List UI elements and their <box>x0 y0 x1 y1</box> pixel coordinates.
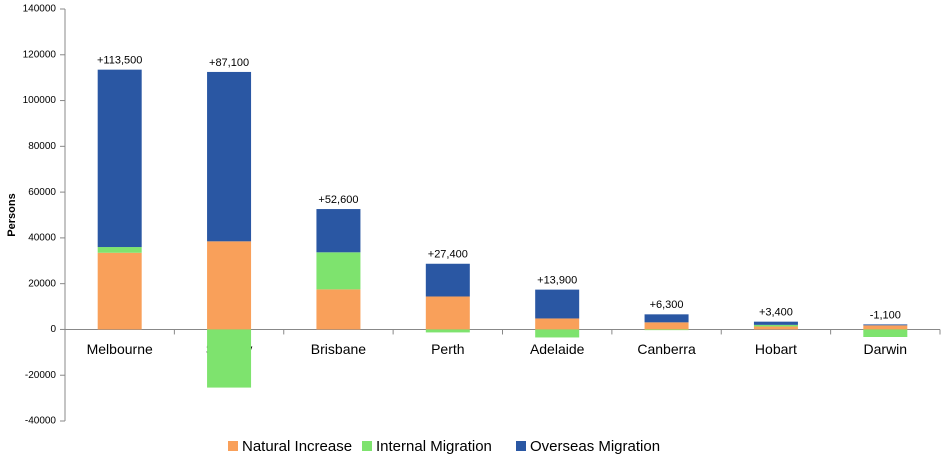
x-tick-label: Melbourne <box>87 341 153 357</box>
x-tick-label: Brisbane <box>311 341 366 357</box>
x-tick-label: Perth <box>431 341 464 357</box>
bar-segment <box>535 318 580 330</box>
legend-label: Overseas Migration <box>530 438 660 455</box>
y-tick-label: 0 <box>50 324 56 335</box>
y-axis-label: Persons <box>6 193 18 236</box>
bar-segment <box>863 329 908 337</box>
bar-segment <box>316 209 361 253</box>
bar-segment <box>644 329 689 331</box>
bar-segment <box>535 329 580 338</box>
y-tick-label: 100000 <box>23 95 57 106</box>
bar-segment <box>644 314 689 323</box>
y-tick-label: 140000 <box>23 4 57 15</box>
legend-swatch <box>362 441 372 451</box>
bar-segment <box>753 321 798 325</box>
y-tick-label: 80000 <box>28 141 56 152</box>
y-tick-label: 40000 <box>28 233 56 244</box>
bar-segment <box>425 296 470 330</box>
total-label: +113,500 <box>97 55 142 67</box>
y-tick-label: -20000 <box>25 370 57 381</box>
legend-label: Natural Increase <box>242 438 352 455</box>
total-label: +6,300 <box>650 299 684 311</box>
bar-segment <box>425 329 470 333</box>
bar-segment <box>207 71 252 242</box>
bar-segment <box>97 252 142 330</box>
legend-label: Internal Migration <box>376 438 492 455</box>
total-label: +3,400 <box>759 307 793 319</box>
bar-segment <box>316 289 361 330</box>
total-label: -1,100 <box>870 309 901 321</box>
total-label: +13,900 <box>537 275 577 287</box>
bar-segment <box>97 69 142 248</box>
total-label: +52,600 <box>318 194 358 206</box>
legend-swatch <box>516 441 526 451</box>
bar-segment <box>316 252 361 290</box>
total-label: +27,400 <box>428 249 468 261</box>
x-tick-label: Darwin <box>864 341 908 357</box>
bar-segment <box>863 324 908 326</box>
bar-segment <box>753 326 798 330</box>
y-tick-label: 20000 <box>28 278 56 289</box>
legend-swatch <box>228 441 238 451</box>
total-label: +87,100 <box>209 57 249 69</box>
y-tick-label: 120000 <box>23 49 57 60</box>
bar-segment <box>207 241 252 330</box>
y-tick-label: 60000 <box>28 187 56 198</box>
bar-segment <box>753 324 798 327</box>
bar-segment <box>207 329 252 388</box>
x-tick-label: Adelaide <box>530 341 585 357</box>
x-tick-label: Hobart <box>755 341 797 357</box>
bar-segment <box>97 247 142 253</box>
bar-segment <box>535 289 580 319</box>
bar-segment <box>863 325 908 330</box>
bar-segment <box>644 322 689 330</box>
x-tick-label: Canberra <box>637 341 696 357</box>
bar-segment <box>425 263 470 297</box>
y-tick-label: -40000 <box>25 416 57 427</box>
